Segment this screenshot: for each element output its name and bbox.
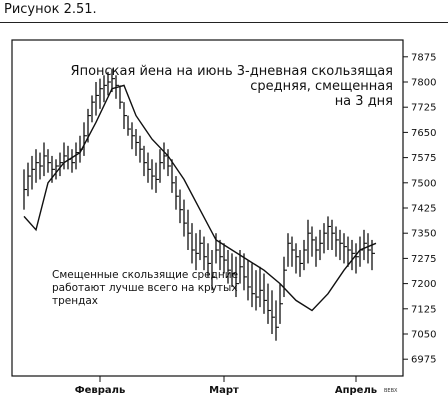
caption-rule (0, 22, 448, 23)
y-tick-label: 7500 (411, 178, 436, 189)
y-tick-label: 6975 (411, 355, 436, 366)
moving-average-line (23, 84, 377, 312)
source-mark: ВЕВХ (384, 388, 398, 394)
y-tick-label: 7650 (411, 128, 436, 139)
price-bars (23, 68, 375, 341)
x-tick-label: Март (209, 385, 239, 396)
chart-title-line: Японская йена на июнь 3-дневная скользящ… (71, 64, 393, 79)
chart-title-line: на 3 дня (335, 94, 393, 109)
y-axis-ticks: 6975 7050 7125 7200 7275 7350 7425 7500 7575 7650… (403, 52, 436, 366)
annotation-line: работают лучше всего на крутых (52, 282, 238, 294)
chart-title-line: средняя, смещенная (250, 79, 393, 94)
y-tick-label: 7575 (411, 153, 436, 164)
y-tick-label: 7350 (411, 229, 436, 240)
annotation-line: трендах (52, 295, 98, 307)
y-tick-label: 7875 (411, 52, 436, 63)
y-tick-label: 7800 (411, 78, 436, 89)
y-tick-label: 7050 (411, 330, 436, 341)
y-tick-label: 7425 (411, 204, 436, 215)
annotation-line: Смещенные скользящие средние (52, 269, 238, 281)
y-tick-label: 7200 (411, 279, 436, 290)
y-tick-label: 7125 (411, 304, 436, 315)
x-tick-label: Апрель (335, 385, 377, 396)
x-axis-ticks: Февраль Март Апрель (75, 376, 377, 396)
y-tick-label: 7725 (411, 103, 436, 114)
x-tick-label: Февраль (75, 385, 126, 396)
figure-caption: Рисунок 2.51. (4, 2, 97, 17)
y-tick-label: 7275 (411, 254, 436, 265)
chart-title: Японская йена на июнь 3-дневная скользящ… (71, 64, 393, 109)
